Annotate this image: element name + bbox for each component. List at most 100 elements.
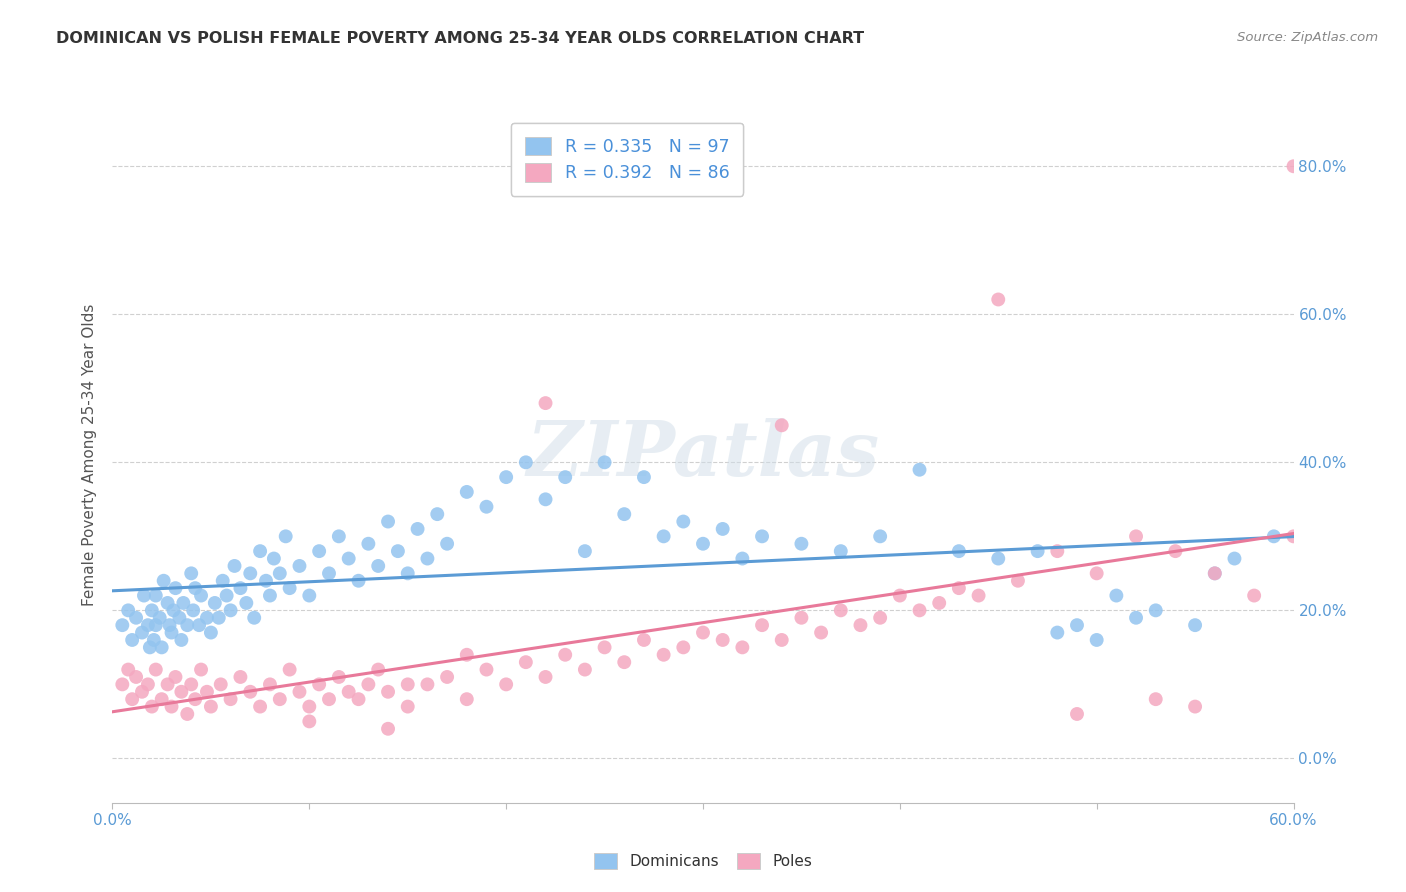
Point [889, 589, 911, 603]
Point [239, 566, 262, 581]
Point [121, 692, 143, 706]
Point [209, 677, 232, 691]
Point [1125, 611, 1147, 625]
Point [426, 507, 449, 521]
Point [170, 632, 193, 647]
Point [534, 670, 557, 684]
Point [367, 558, 389, 573]
Point [195, 685, 218, 699]
Point [495, 470, 517, 484]
Point [948, 544, 970, 558]
Point [184, 581, 207, 595]
Point [200, 699, 222, 714]
Point [149, 611, 172, 625]
Point [156, 677, 179, 691]
Point [1046, 625, 1069, 640]
Point [156, 596, 179, 610]
Point [200, 625, 222, 640]
Point [347, 574, 370, 588]
Point [1066, 706, 1088, 721]
Point [195, 611, 218, 625]
Point [1164, 544, 1187, 558]
Point [1125, 529, 1147, 543]
Point [145, 589, 167, 603]
Point [770, 632, 793, 647]
Point [396, 699, 419, 714]
Point [274, 529, 297, 543]
Point [211, 574, 233, 588]
Point [357, 537, 380, 551]
Point [908, 463, 931, 477]
Point [219, 692, 242, 706]
Point [337, 551, 360, 566]
Point [318, 692, 340, 706]
Point [456, 484, 478, 499]
Point [1263, 529, 1285, 543]
Y-axis label: Female Poverty Among 25-34 Year Olds: Female Poverty Among 25-34 Year Olds [82, 304, 97, 606]
Point [141, 699, 163, 714]
Point [318, 566, 340, 581]
Point [278, 581, 301, 595]
Point [337, 685, 360, 699]
Legend: R = 0.335   N = 97, R = 0.392   N = 86: R = 0.335 N = 97, R = 0.392 N = 86 [510, 123, 744, 196]
Point [180, 566, 202, 581]
Point [1085, 566, 1108, 581]
Point [254, 574, 277, 588]
Point [188, 618, 211, 632]
Point [111, 618, 134, 632]
Point [142, 632, 165, 647]
Point [672, 515, 695, 529]
Point [288, 685, 311, 699]
Point [593, 640, 616, 655]
Point [1144, 692, 1167, 706]
Point [534, 396, 557, 410]
Point [515, 455, 537, 469]
Point [416, 677, 439, 691]
Point [259, 677, 281, 691]
Point [160, 699, 183, 714]
Point [278, 663, 301, 677]
Point [190, 589, 212, 603]
Point [495, 677, 517, 691]
Point [387, 544, 409, 558]
Point [308, 677, 330, 691]
Point [554, 470, 576, 484]
Point [633, 470, 655, 484]
Point [633, 632, 655, 647]
Point [249, 699, 271, 714]
Point [377, 722, 399, 736]
Point [416, 551, 439, 566]
Point [711, 522, 734, 536]
Point [692, 537, 714, 551]
Point [1105, 589, 1128, 603]
Point [1046, 544, 1069, 558]
Point [770, 418, 793, 433]
Point [181, 603, 204, 617]
Point [869, 529, 891, 543]
Point [790, 611, 813, 625]
Point [269, 566, 291, 581]
Point [145, 618, 167, 632]
Point [308, 544, 330, 558]
Point [1144, 603, 1167, 617]
Point [162, 603, 184, 617]
Point [751, 618, 773, 632]
Point [1085, 632, 1108, 647]
Point [125, 611, 148, 625]
Point [125, 670, 148, 684]
Point [967, 589, 990, 603]
Point [132, 589, 155, 603]
Text: DOMINICAN VS POLISH FEMALE POVERTY AMONG 25-34 YEAR OLDS CORRELATION CHART: DOMINICAN VS POLISH FEMALE POVERTY AMONG… [56, 31, 865, 46]
Point [204, 596, 226, 610]
Point [150, 640, 173, 655]
Point [377, 685, 399, 699]
Point [288, 558, 311, 573]
Point [347, 692, 370, 706]
Point [652, 648, 675, 662]
Point [190, 663, 212, 677]
Point [456, 648, 478, 662]
Point [534, 492, 557, 507]
Point [229, 670, 252, 684]
Point [141, 603, 163, 617]
Point [554, 648, 576, 662]
